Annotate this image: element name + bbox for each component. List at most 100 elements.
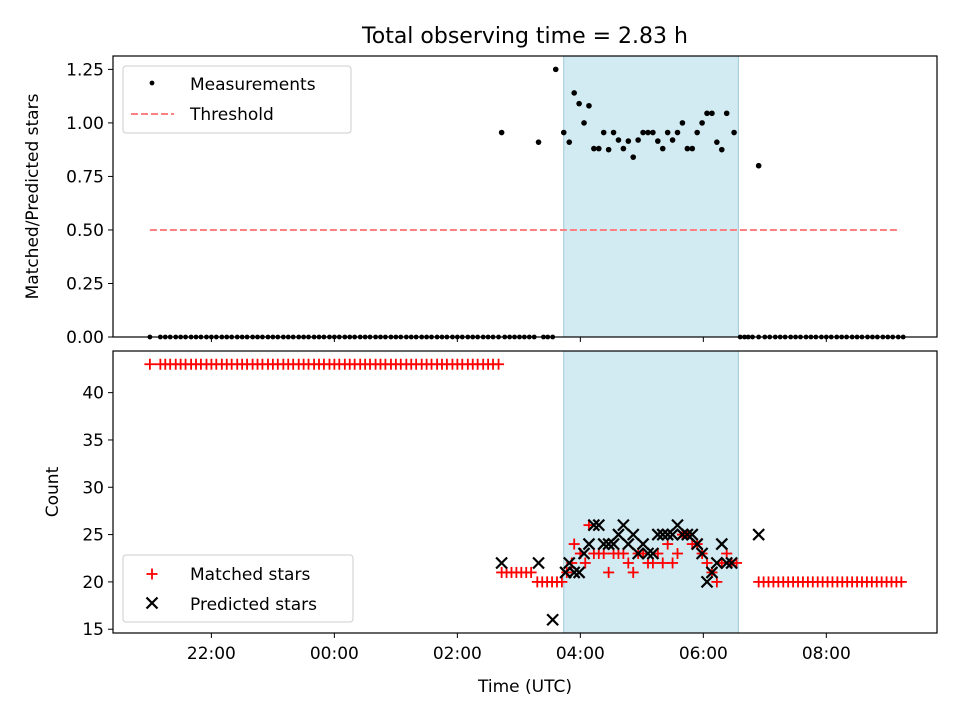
top-y-tick-label: 1.25 <box>66 60 104 80</box>
predicted-star-marker <box>597 537 610 551</box>
predicted-star-marker <box>656 528 670 541</box>
top-y-tick-label: 0.25 <box>66 274 104 294</box>
bottom-matched-star-markers <box>144 358 907 588</box>
measurement-point <box>552 66 559 73</box>
predicted-star-marker <box>725 556 738 570</box>
top-legend-box <box>122 65 352 134</box>
predicted-star-marker <box>622 537 635 551</box>
predicted-star-marker <box>636 537 650 551</box>
x-axis-label: Time (UTC) <box>477 677 572 697</box>
measurement-point <box>566 139 573 145</box>
predicted-star-marker <box>671 518 684 532</box>
x-tick-label: 22:00 <box>187 644 236 664</box>
predicted-star-marker <box>651 528 665 541</box>
measurement-point <box>576 100 582 107</box>
measurement-point <box>615 137 622 143</box>
legend-predicted-stars-label: Predicted stars <box>190 595 317 615</box>
bottom-panel: 15 20 25 30 35 40 22:00 00:00 02:00 04:00 06:00 08… <box>43 350 938 697</box>
predicted-star-marker <box>666 528 679 541</box>
predicted-star-marker <box>602 537 615 551</box>
bottom-axes-frame <box>112 350 938 634</box>
legend-measurements-label: Measurements <box>190 75 316 95</box>
predicted-star-marker <box>641 547 655 560</box>
legend-predicted-stars-marker <box>145 596 159 610</box>
x-tick-label: 04:00 <box>556 644 605 664</box>
legend-matched-stars-marker <box>146 568 158 580</box>
measurement-point <box>640 129 646 136</box>
x-tick-label: 08:00 <box>802 644 851 664</box>
predicted-star-marker <box>572 566 586 579</box>
bottom-legend-box <box>122 554 354 623</box>
measurement-point <box>679 120 686 126</box>
predicted-star-marker <box>612 528 625 541</box>
bottom-x-ticks: 22:00 00:00 02:00 04:00 06:00 08:00 <box>187 633 851 664</box>
measurement-point <box>630 154 637 160</box>
measurement-point <box>731 129 737 136</box>
bottom-predicted-star-markers <box>495 518 765 627</box>
predicted-star-marker <box>695 547 709 560</box>
measurement-point <box>699 120 705 126</box>
predicted-star-marker <box>577 547 591 560</box>
legend-measurements-marker <box>149 80 155 86</box>
predicted-star-marker <box>715 537 729 551</box>
x-tick-label: 06:00 <box>679 644 728 664</box>
measurement-point <box>645 129 651 136</box>
measurement-point <box>591 145 597 152</box>
measurement-point <box>605 146 612 153</box>
measurement-point <box>581 120 587 126</box>
predicted-star-marker <box>495 556 508 570</box>
bottom-y-tick-label: 40 <box>82 384 104 404</box>
legend-threshold-label: Threshold <box>189 105 274 125</box>
predicted-star-marker <box>562 556 576 570</box>
bottom-y-tick-label: 35 <box>82 431 104 451</box>
measurement-point <box>586 102 592 109</box>
measurement-point <box>571 90 577 96</box>
predicted-star-marker <box>631 547 645 560</box>
measurement-point <box>600 129 607 136</box>
top-y-tick-label: 1.00 <box>66 114 104 134</box>
bottom-y-tick-label: 15 <box>82 620 104 640</box>
x-tick-label: 00:00 <box>310 644 359 664</box>
measurement-point <box>625 138 632 144</box>
predicted-star-marker <box>681 528 694 541</box>
measurement-point <box>684 145 691 152</box>
measurement-point <box>664 129 671 136</box>
bottom-legend: Matched stars Predicted stars <box>122 554 354 623</box>
top-y-tick-label: 0.00 <box>66 328 104 348</box>
measurement-point <box>635 137 641 143</box>
predicted-star-marker <box>607 537 620 551</box>
legend-predicted-stars-marker <box>145 596 159 610</box>
measurement-point <box>650 129 656 136</box>
measurement-point <box>723 110 730 117</box>
measurement-point <box>655 138 661 144</box>
predicted-star-marker <box>720 556 733 570</box>
chart-title: Total observing time = 2.83 h <box>361 24 688 49</box>
predicted-star-marker <box>582 537 596 551</box>
measurement-point <box>560 129 567 136</box>
top-x-ticks <box>210 337 827 342</box>
measurement-point <box>535 139 542 145</box>
top-observing-window-shade <box>563 55 739 338</box>
top-y-ticks: 0.00 0.25 0.50 0.75 1.00 1.25 <box>66 60 113 348</box>
predicted-star-marker <box>646 547 660 560</box>
measurement-point <box>709 110 715 117</box>
legend-matched-stars-label: Matched stars <box>190 565 310 585</box>
measurement-point <box>659 145 666 152</box>
bottom-y-tick-label: 30 <box>82 478 104 498</box>
measurement-point <box>755 162 762 169</box>
predicted-star-marker <box>685 528 699 541</box>
top-panel: 0.00 0.25 0.50 0.75 1.00 1.25 Matched/Predict… <box>23 55 938 348</box>
measurement-point <box>694 129 700 136</box>
top-legend: Measurements Threshold <box>122 65 352 134</box>
predicted-star-marker <box>676 528 689 541</box>
measurement-point <box>610 129 617 136</box>
predicted-star-marker <box>587 518 601 532</box>
predicted-star-marker <box>532 556 545 570</box>
predicted-star-marker <box>690 537 704 551</box>
bottom-y-axis-label: Count <box>43 466 63 517</box>
predicted-star-marker <box>752 528 765 541</box>
predicted-star-marker <box>567 566 581 579</box>
bottom-observing-window-shade <box>563 350 739 634</box>
predicted-star-marker <box>626 528 640 541</box>
